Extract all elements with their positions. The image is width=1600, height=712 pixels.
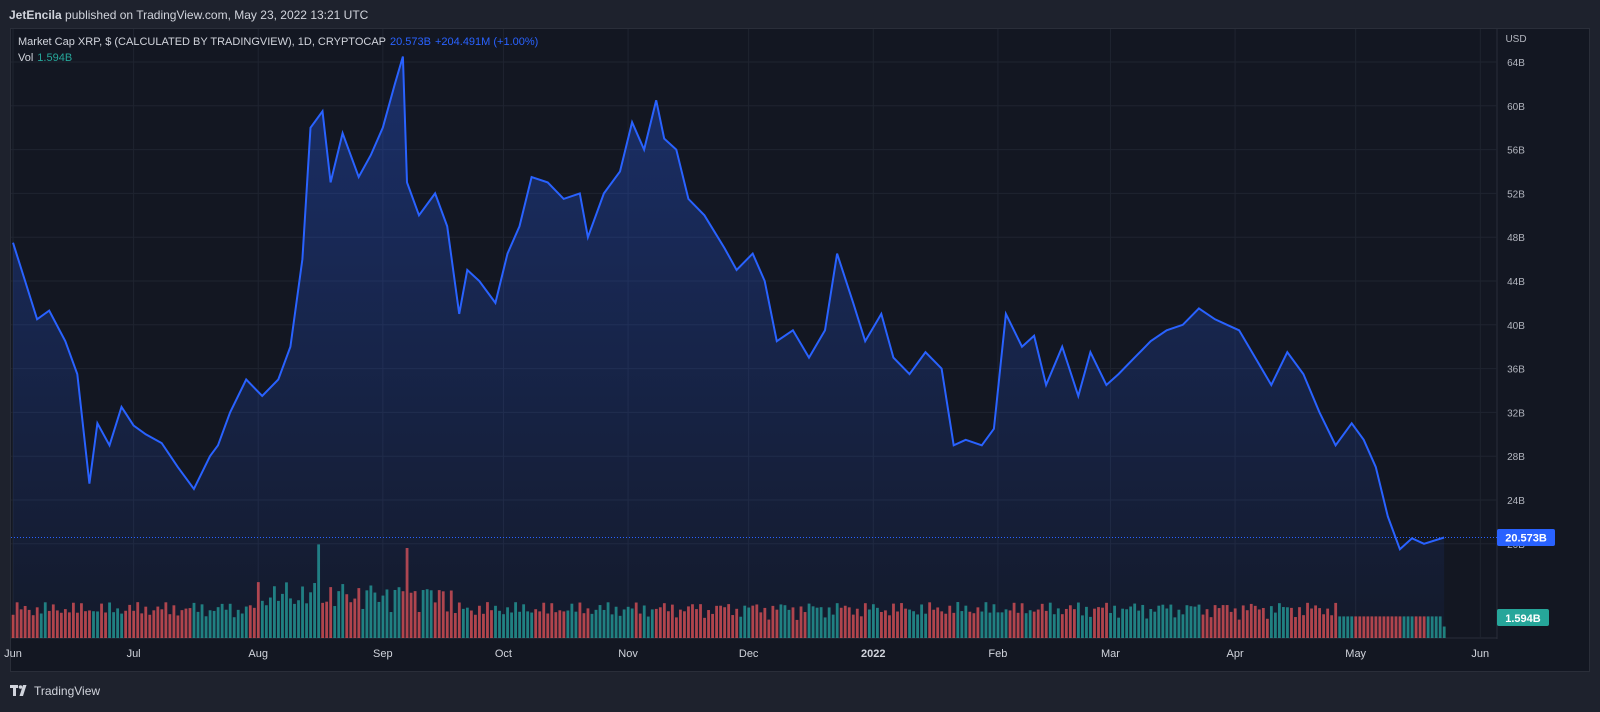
volume-value: 1.594B (37, 52, 73, 64)
author-name[interactable]: JetEncila (9, 8, 62, 22)
date-tick-label: Jun (1471, 648, 1489, 660)
currency-label: USD (1505, 34, 1526, 45)
date-tick-label: Jul (127, 648, 141, 660)
change-value: +204.491M (+1.00%) (434, 36, 539, 48)
last-value-badge: 20.573B (1497, 529, 1555, 547)
date-axis[interactable]: Jun Jul Aug Sep Oct Nov Dec 2022 Feb Mar Apr May Jun (4, 648, 1489, 660)
price-tick-label: 40B (1507, 321, 1525, 332)
price-tick-label: 44B (1507, 277, 1525, 288)
price-axis[interactable]: 64B60B56B52B48B44B40B36B32B28B24B20B (1507, 58, 1525, 551)
volume-badge-text: 1.594B (1505, 613, 1541, 625)
date-tick-label: Dec (739, 648, 759, 660)
volume-label: Vol (18, 52, 34, 64)
last-value: 20.573B (390, 36, 431, 48)
footer: TradingView (0, 672, 1600, 712)
tradingview-logo-icon (10, 685, 27, 696)
price-tick-label: 60B (1507, 102, 1525, 113)
tradingview-logo[interactable]: TradingView (10, 681, 100, 701)
market-cap-area (13, 56, 1445, 638)
legend-volume-row[interactable]: Vol 1.594B (18, 50, 538, 66)
publish-info: JetEncila published on TradingView.com, … (9, 8, 368, 22)
price-tick-label: 56B (1507, 146, 1525, 157)
price-tick-label: 36B (1507, 365, 1525, 376)
symbol-name: Market Cap XRP, $ (CALCULATED BY TRADING… (18, 36, 386, 48)
legend-main-row[interactable]: Market Cap XRP, $ (CALCULATED BY TRADING… (18, 34, 538, 50)
publish-header: JetEncila published on TradingView.com, … (0, 0, 1600, 28)
date-tick-label: Mar (1101, 648, 1120, 660)
date-tick-label: Apr (1227, 648, 1244, 660)
date-tick-label: Jun (4, 648, 22, 660)
volume-badge: 1.594B (1497, 609, 1549, 626)
price-tick-label: 28B (1507, 452, 1525, 463)
price-tick-label: 24B (1507, 496, 1525, 507)
date-tick-label: Feb (988, 648, 1007, 660)
price-tick-label: 48B (1507, 233, 1525, 244)
brand-name: TradingView (34, 684, 101, 698)
date-tick-label: 2022 (861, 648, 885, 660)
volume-bar (1442, 626, 1446, 638)
chart-legend: Market Cap XRP, $ (CALCULATED BY TRADING… (18, 34, 538, 66)
price-tick-label: 52B (1507, 189, 1525, 200)
published-text: published on TradingView.com, May 23, 20… (65, 8, 369, 22)
date-tick-label: May (1345, 648, 1366, 660)
date-tick-label: Oct (495, 648, 512, 660)
price-tick-label: 32B (1507, 408, 1525, 419)
date-tick-label: Sep (373, 648, 393, 660)
date-tick-label: Nov (618, 648, 638, 660)
date-tick-label: Aug (248, 648, 268, 660)
market-cap-line (12, 56, 1445, 552)
price-tick-label: 64B (1507, 58, 1525, 69)
last-value-badge-text: 20.573B (1505, 533, 1547, 545)
